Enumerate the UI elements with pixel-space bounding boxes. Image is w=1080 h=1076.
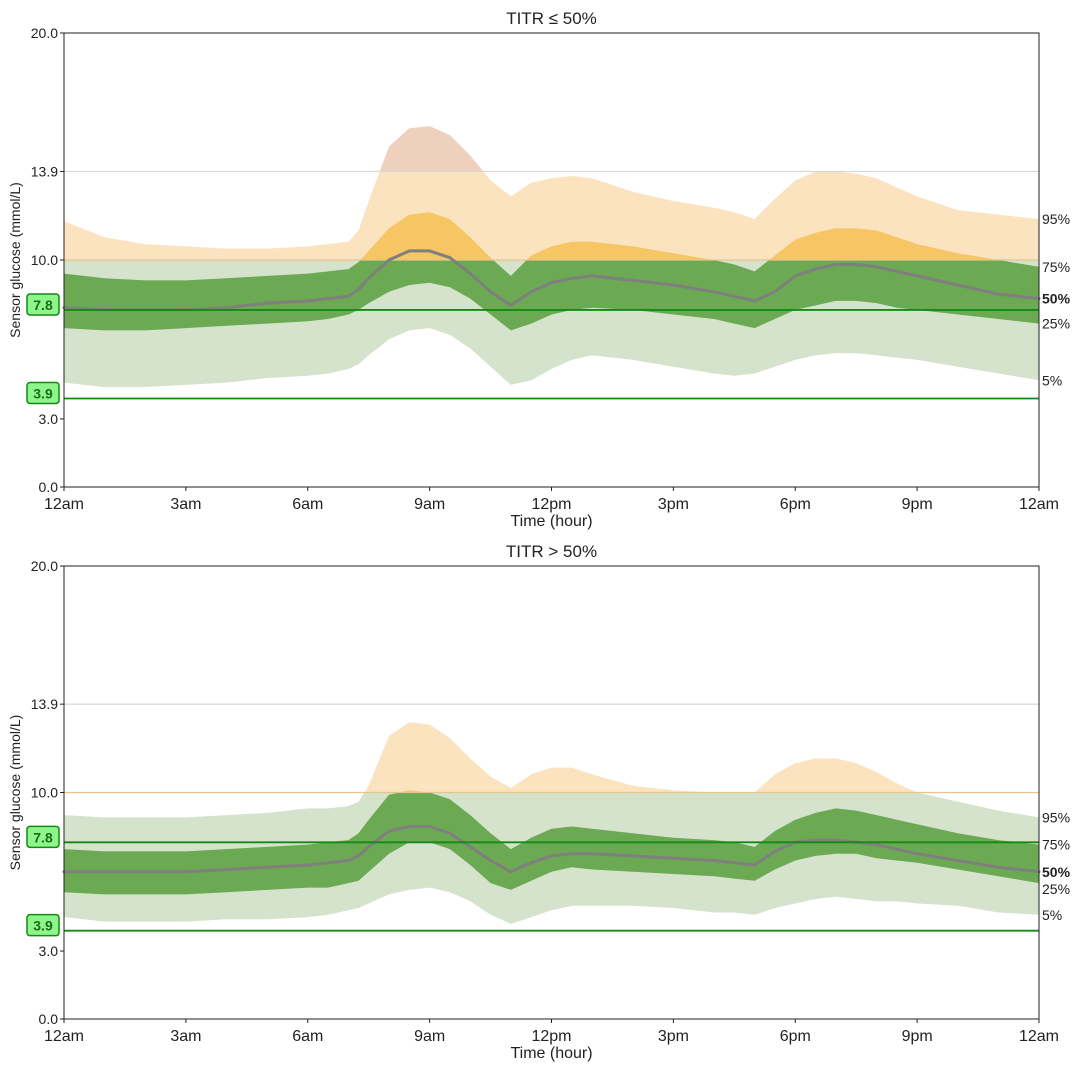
x-axis-label: Time (hour)	[510, 1045, 592, 1062]
chart-panel-2: 0.0 3.0 10.0 13.9 20.0 7.8 3.9 12am 3am 6am 9am 12p…	[7, 542, 1071, 1062]
target-label-box	[26, 381, 60, 405]
target-label: 3.9	[33, 918, 53, 934]
x-tick-label: 9pm	[902, 496, 933, 513]
x-tick-label: 3am	[170, 1028, 201, 1045]
band-5-95-high	[64, 171, 1039, 260]
band-5-95-high	[364, 722, 918, 793]
y-tick-label: 13.9	[31, 163, 58, 179]
y-axis-label: Sensor glucose (mmol/L)	[7, 182, 23, 338]
percentile-label-75: 75%	[1042, 259, 1070, 275]
y-tick-label: 20.0	[31, 25, 58, 41]
percentile-label-25: 25%	[1042, 881, 1070, 897]
x-tick-label: 12pm	[531, 1028, 571, 1045]
y-tick-label: 10.0	[31, 785, 58, 801]
percentile-label-5: 5%	[1042, 907, 1062, 923]
percentile-label-50: 50%	[1042, 864, 1071, 880]
band-25-75-high	[360, 212, 999, 260]
x-tick-label: 9am	[414, 1028, 445, 1045]
y-tick-label: 20.0	[31, 558, 58, 574]
x-tick-label: 12am	[1019, 1028, 1059, 1045]
x-tick-label: 12pm	[531, 496, 571, 513]
x-tick-label: 6pm	[780, 496, 811, 513]
x-tick-label: 9pm	[902, 1028, 933, 1045]
chart-title: TITR ≤ 50%	[506, 9, 597, 28]
target-label-box	[26, 913, 60, 937]
percentile-label-50: 50%	[1042, 291, 1071, 307]
median-line	[62, 249, 1041, 312]
x-tick-label: 6am	[292, 1028, 323, 1045]
y-tick-label: 0.0	[39, 1011, 59, 1027]
target-label-box	[26, 293, 60, 316]
x-tick-label: 6am	[292, 496, 323, 513]
x-tick-label: 3pm	[658, 1028, 689, 1045]
x-tick-label: 12am	[44, 1028, 84, 1045]
y-tick-label: 0.0	[39, 479, 59, 495]
target-label: 3.9	[33, 385, 53, 401]
x-tick-label: 3pm	[658, 496, 689, 513]
percentile-label-95: 95%	[1042, 809, 1070, 825]
x-tick-label: 12am	[44, 496, 84, 513]
y-tick-label: 3.0	[39, 411, 59, 427]
percentile-label-5: 5%	[1042, 372, 1062, 388]
percentile-label-25: 25%	[1042, 316, 1070, 332]
percentile-label-95: 95%	[1042, 211, 1070, 227]
target-label: 7.8	[33, 829, 53, 845]
target-label-box	[26, 825, 60, 849]
chart-title: TITR > 50%	[506, 542, 597, 561]
x-tick-label: 9am	[414, 496, 445, 513]
x-tick-label: 6pm	[780, 1028, 811, 1045]
target-label: 7.8	[33, 297, 53, 313]
y-tick-label: 10.0	[31, 252, 58, 268]
band-5-95-very-high	[379, 126, 484, 172]
x-axis-label: Time (hour)	[510, 513, 592, 530]
band-25-75-in-range	[64, 792, 1039, 895]
chart-panel-1: 0.0 3.0 10.0 13.9 20.0 7.8 3.9 12am 3am 6am 9am 12p…	[7, 9, 1071, 530]
y-tick-label: 13.9	[31, 696, 58, 712]
x-tick-label: 12am	[1019, 496, 1059, 513]
x-tick-label: 3am	[170, 496, 201, 513]
y-tick-label: 3.0	[39, 943, 59, 959]
y-axis-label: Sensor glucose (mmol/L)	[7, 715, 23, 871]
percentile-label-75: 75%	[1042, 837, 1070, 853]
